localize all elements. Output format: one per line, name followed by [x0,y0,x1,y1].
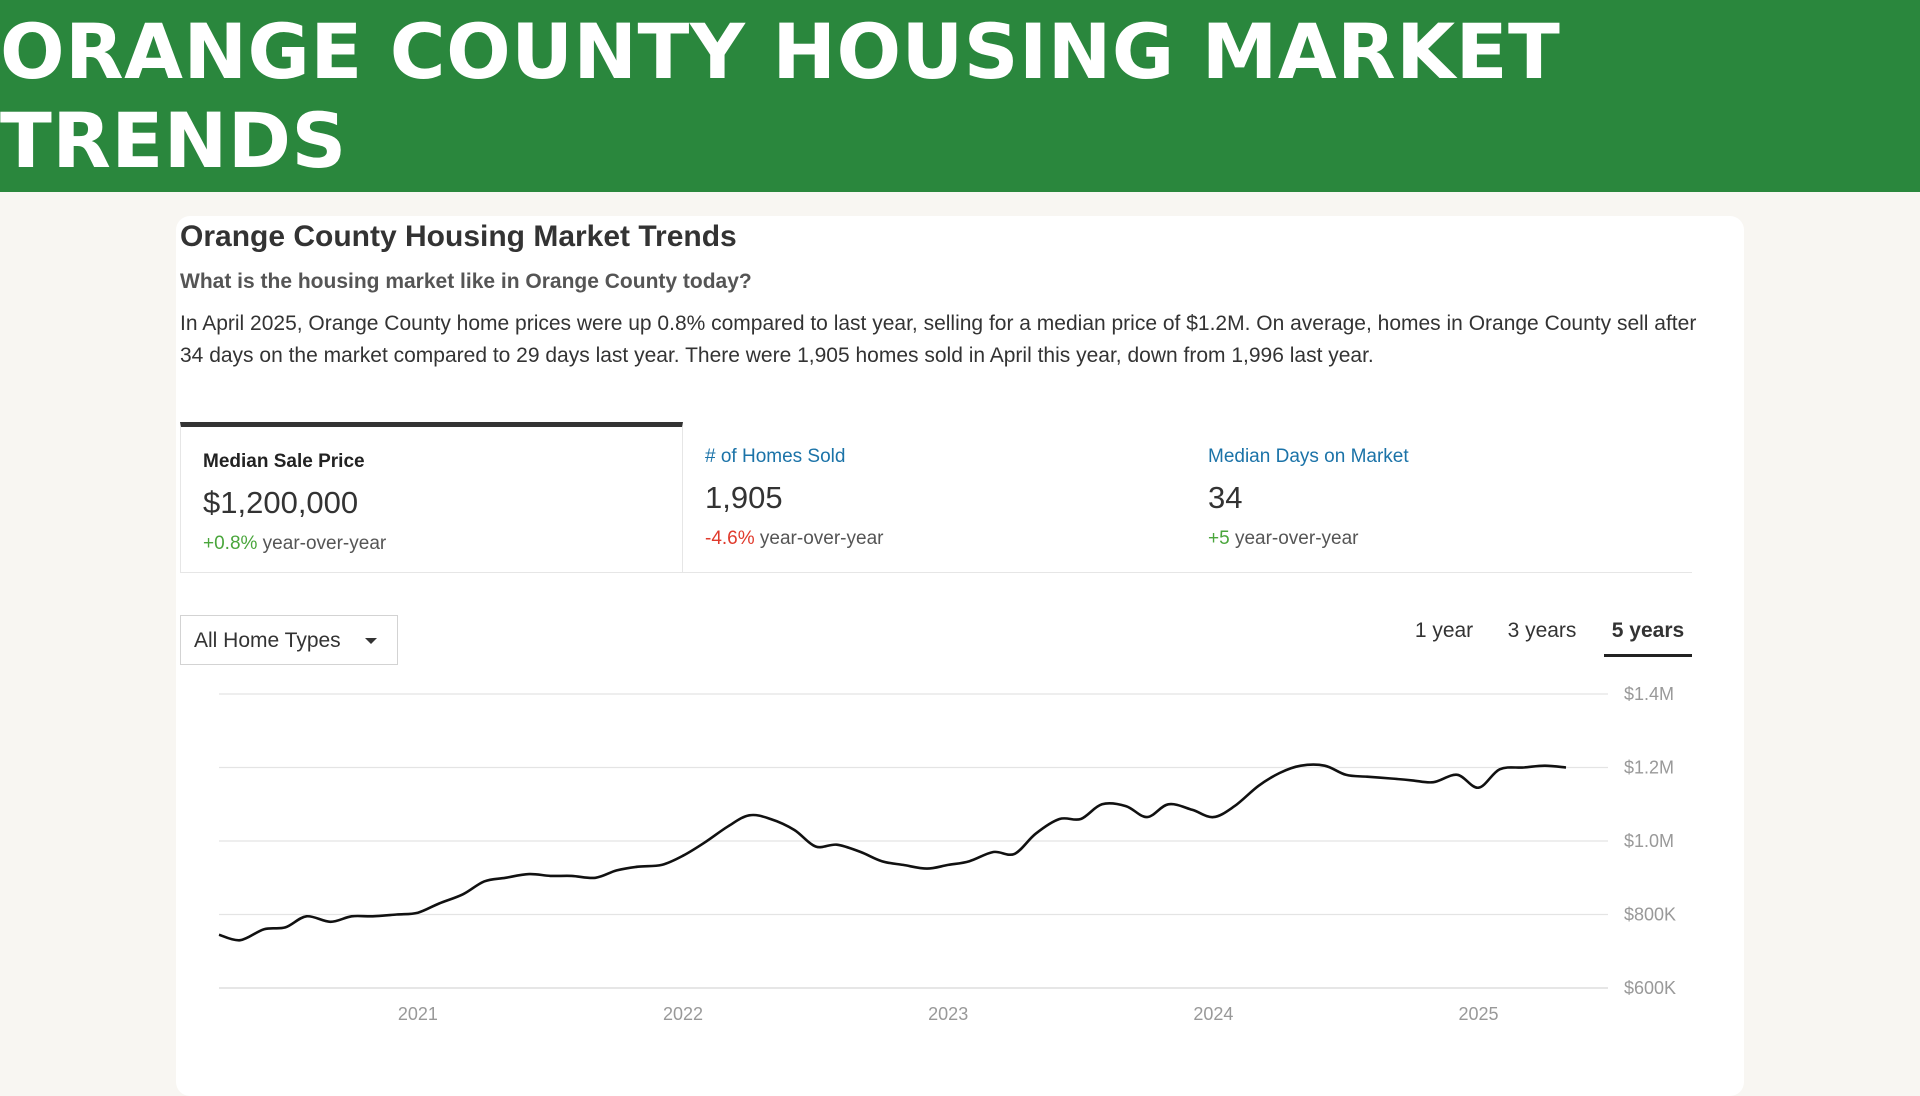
price-series-line [218,763,1567,942]
home-type-dropdown[interactable]: All Home Types [180,615,398,665]
y-tick-label: $1.4M [1624,686,1674,704]
tab-change: -4.6% year-over-year [705,528,1164,550]
tab-change: +5 year-over-year [1208,528,1667,550]
tab-median-sale-price[interactable]: Median Sale Price $1,200,000 +0.8% year-… [180,422,683,572]
x-tick-label: 2025 [1458,1004,1498,1024]
tab-label: # of Homes Sold [705,446,846,467]
y-tick-label: $600K [1624,978,1676,998]
x-tick-label: 2021 [398,1004,438,1024]
market-summary: In April 2025, Orange County home prices… [180,312,1697,367]
change-value: -4.6% [705,528,755,549]
y-tick-label: $800K [1624,905,1676,925]
range-3-years[interactable]: 3 years [1507,619,1577,642]
change-value: +0.8% [203,533,258,554]
change-value: +5 [1208,528,1230,549]
change-suffix: year-over-year [754,528,884,549]
tab-median-days-on-market[interactable]: Median Days on Market 34 +5 year-over-ye… [1186,422,1689,572]
metric-tabs: Median Sale Price $1,200,000 +0.8% year-… [180,422,1692,573]
y-tick-label: $1.0M [1624,831,1674,851]
tab-value: 1,905 [705,480,783,515]
change-suffix: year-over-year [257,533,387,554]
banner-title: ORANGE COUNTY HOUSING MARKET TRENDS [0,7,1561,185]
section-question: What is the housing market like in Orang… [180,270,752,293]
range-5-years[interactable]: 5 years [1604,614,1692,657]
range-1-year[interactable]: 1 year [1414,619,1474,642]
median-price-chart: $600K $800K $1.0M $1.2M $1.4M 2021 2022 2023 202… [218,686,1676,1024]
tab-value: 34 [1208,480,1243,515]
dropdown-value: All Home Types [194,629,341,652]
section-title: Orange County Housing Market Trends [180,220,737,253]
tab-change: +0.8% year-over-year [203,533,660,555]
tab-label: Median Days on Market [1208,446,1409,467]
x-tick-label: 2024 [1193,1004,1233,1024]
change-suffix: year-over-year [1229,528,1359,549]
page-banner: ORANGE COUNTY HOUSING MARKET TRENDS [0,0,1920,192]
y-tick-label: $1.2M [1624,758,1674,778]
market-trends-card: Orange County Housing Market Trends What… [176,216,1744,1096]
x-tick-label: 2022 [663,1004,703,1024]
tab-homes-sold[interactable]: # of Homes Sold 1,905 -4.6% year-over-ye… [683,422,1186,572]
tab-value: $1,200,000 [203,485,359,520]
caret-down-icon [365,638,377,644]
x-tick-label: 2023 [928,1004,968,1024]
tab-label: Median Sale Price [203,451,365,472]
